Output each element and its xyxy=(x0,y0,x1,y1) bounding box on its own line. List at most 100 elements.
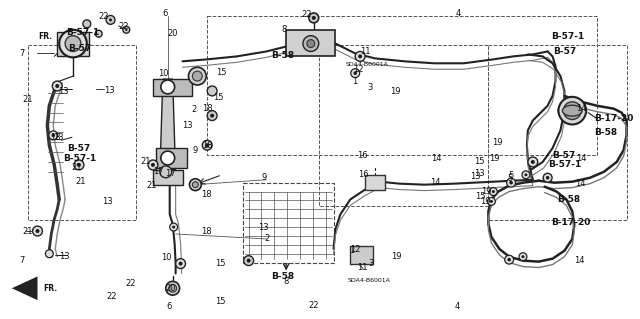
Polygon shape xyxy=(286,30,335,56)
Text: B-58: B-58 xyxy=(271,272,294,281)
Text: B-57: B-57 xyxy=(67,144,90,153)
Text: 3: 3 xyxy=(367,83,373,92)
Circle shape xyxy=(123,26,130,33)
Text: 21: 21 xyxy=(71,163,81,172)
Circle shape xyxy=(505,255,513,264)
Circle shape xyxy=(524,173,527,176)
Text: 19: 19 xyxy=(481,197,491,206)
Circle shape xyxy=(202,140,212,150)
Circle shape xyxy=(546,176,549,180)
Text: 7: 7 xyxy=(19,256,24,265)
Text: 17: 17 xyxy=(166,168,176,178)
Text: 22: 22 xyxy=(106,292,116,301)
Circle shape xyxy=(205,143,209,147)
Circle shape xyxy=(55,84,60,88)
Circle shape xyxy=(170,223,178,231)
Circle shape xyxy=(207,111,217,121)
Text: 20: 20 xyxy=(166,284,176,293)
Text: 22: 22 xyxy=(125,279,136,288)
Text: 13: 13 xyxy=(470,172,480,181)
Circle shape xyxy=(83,20,91,28)
Text: B-57: B-57 xyxy=(68,44,92,53)
Text: 21: 21 xyxy=(22,226,33,235)
Text: FR.: FR. xyxy=(38,32,52,41)
Ellipse shape xyxy=(563,105,582,116)
Circle shape xyxy=(166,281,180,295)
Circle shape xyxy=(519,253,527,261)
Text: B-57-1: B-57-1 xyxy=(66,28,99,37)
Text: 22: 22 xyxy=(301,11,312,19)
Ellipse shape xyxy=(559,102,586,120)
Circle shape xyxy=(509,181,513,184)
Circle shape xyxy=(51,134,55,137)
Circle shape xyxy=(244,256,253,266)
Circle shape xyxy=(161,80,175,94)
Circle shape xyxy=(307,40,315,48)
Text: 4: 4 xyxy=(454,302,460,311)
Circle shape xyxy=(309,13,319,23)
Circle shape xyxy=(45,250,53,258)
Circle shape xyxy=(33,226,42,236)
Circle shape xyxy=(179,262,182,266)
Circle shape xyxy=(508,258,511,262)
Circle shape xyxy=(492,190,495,193)
Polygon shape xyxy=(156,148,188,168)
Text: B-57-1: B-57-1 xyxy=(550,32,584,41)
Circle shape xyxy=(49,131,58,140)
Text: 10: 10 xyxy=(161,253,172,262)
Text: 13: 13 xyxy=(182,121,193,130)
Text: 15: 15 xyxy=(216,68,227,77)
Text: 1: 1 xyxy=(349,246,355,255)
Text: 4: 4 xyxy=(456,10,461,19)
Text: 5: 5 xyxy=(507,174,513,183)
Text: 18: 18 xyxy=(201,227,211,236)
Text: 15: 15 xyxy=(474,158,484,167)
Circle shape xyxy=(65,36,81,51)
Circle shape xyxy=(210,114,214,118)
Circle shape xyxy=(351,69,360,78)
Text: 11: 11 xyxy=(360,47,371,56)
Text: 14: 14 xyxy=(574,256,585,265)
Polygon shape xyxy=(153,170,182,185)
Circle shape xyxy=(303,36,319,51)
Text: 21: 21 xyxy=(140,158,150,167)
Circle shape xyxy=(169,284,177,292)
Circle shape xyxy=(148,160,158,170)
Text: 9: 9 xyxy=(193,145,198,155)
Text: B-57-1: B-57-1 xyxy=(63,153,97,162)
Text: 22: 22 xyxy=(308,301,319,310)
Circle shape xyxy=(36,229,40,233)
Circle shape xyxy=(563,102,581,120)
Circle shape xyxy=(490,188,497,196)
Text: 20: 20 xyxy=(167,29,178,38)
Text: B-58: B-58 xyxy=(594,128,617,137)
Circle shape xyxy=(74,160,84,170)
Circle shape xyxy=(353,71,357,75)
Circle shape xyxy=(193,182,198,188)
Circle shape xyxy=(355,51,365,61)
Circle shape xyxy=(246,259,251,263)
Circle shape xyxy=(77,163,81,167)
Circle shape xyxy=(207,86,217,96)
Circle shape xyxy=(193,71,202,81)
Circle shape xyxy=(490,200,493,203)
Text: 16: 16 xyxy=(357,151,368,160)
Text: 14: 14 xyxy=(575,179,586,188)
Text: B-58: B-58 xyxy=(557,195,580,204)
Polygon shape xyxy=(160,79,175,175)
Polygon shape xyxy=(12,277,38,300)
Circle shape xyxy=(161,151,175,165)
Text: 19: 19 xyxy=(390,87,401,96)
Circle shape xyxy=(522,255,524,258)
Text: 13: 13 xyxy=(51,133,61,142)
Circle shape xyxy=(125,29,127,31)
Circle shape xyxy=(60,30,87,57)
Text: B-58: B-58 xyxy=(271,51,294,60)
Text: B-17-20: B-17-20 xyxy=(594,114,634,123)
Text: 7: 7 xyxy=(20,49,25,58)
Circle shape xyxy=(312,16,316,20)
Text: FR.: FR. xyxy=(44,284,58,293)
Text: 13: 13 xyxy=(474,169,484,178)
Circle shape xyxy=(188,67,206,85)
Circle shape xyxy=(559,97,586,124)
